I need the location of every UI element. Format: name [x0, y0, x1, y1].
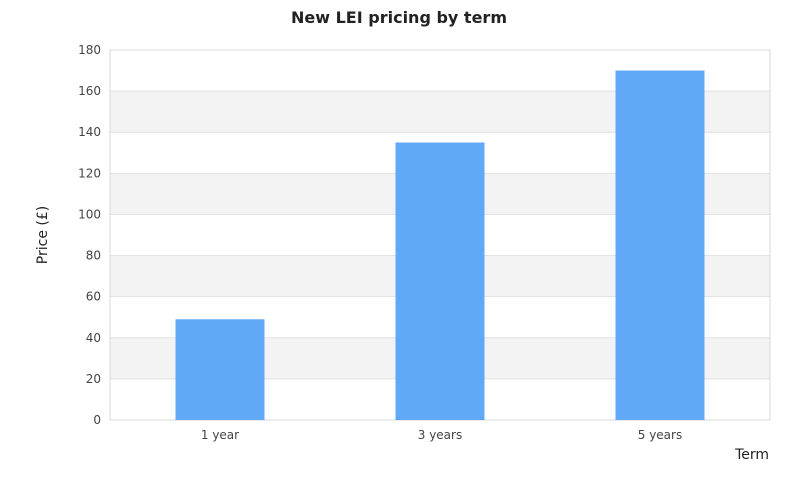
x-axis-label: Term [734, 447, 769, 463]
bars [175, 70, 705, 421]
y-tick-label: 160 [78, 84, 101, 98]
chart-title: New LEI pricing by term [291, 8, 507, 27]
bar [395, 142, 485, 420]
y-tick-label: 40 [86, 331, 101, 345]
y-tick-label: 180 [78, 43, 101, 57]
y-tick-label: 100 [78, 207, 101, 221]
x-axis-ticks: 1 year 3 years 5 years [201, 428, 682, 442]
y-axis-ticks: 0 20 40 60 80 100 120 140 160 180 [78, 43, 101, 427]
y-tick-label: 140 [78, 125, 101, 139]
y-tick-label: 0 [93, 413, 101, 427]
x-tick-label: 3 years [418, 428, 462, 442]
y-tick-label: 80 [86, 249, 101, 263]
y-axis-label: Price (£) [35, 206, 51, 264]
x-tick-label: 1 year [201, 428, 239, 442]
y-tick-label: 60 [86, 290, 101, 304]
x-tick-label: 5 years [638, 428, 682, 442]
y-tick-label: 120 [78, 166, 101, 180]
bar [615, 70, 705, 421]
bar [175, 319, 265, 420]
y-tick-label: 20 [86, 372, 101, 386]
